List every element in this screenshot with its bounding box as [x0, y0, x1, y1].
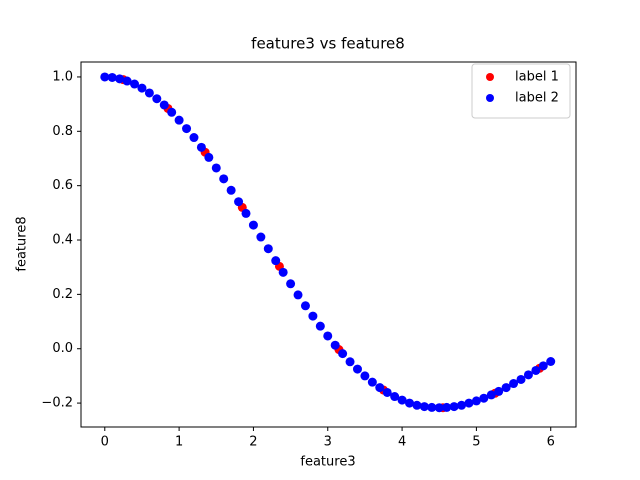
- point: [516, 374, 526, 384]
- point: [152, 94, 162, 104]
- point: [248, 220, 258, 230]
- point: [286, 279, 296, 289]
- legend-label: label 2: [515, 91, 559, 106]
- point: [300, 301, 310, 311]
- point: [167, 107, 177, 117]
- x-tick-label: 1: [175, 435, 183, 450]
- point: [278, 267, 288, 277]
- point: [509, 379, 519, 389]
- point: [107, 72, 117, 82]
- point: [538, 361, 548, 371]
- point: [449, 402, 459, 412]
- point: [360, 371, 370, 381]
- point: [293, 290, 303, 300]
- point: [204, 152, 214, 162]
- point: [464, 398, 474, 408]
- point: [323, 331, 333, 341]
- point: [412, 400, 422, 410]
- plot-frame: [80, 61, 577, 428]
- point: [241, 208, 251, 218]
- point: [189, 133, 199, 143]
- point: [196, 142, 206, 152]
- point: [352, 364, 362, 374]
- point: [130, 79, 140, 89]
- point: [330, 340, 340, 350]
- point: [308, 311, 318, 321]
- point: [271, 256, 281, 266]
- point: [100, 72, 110, 82]
- x-tick-label: 5: [472, 435, 480, 450]
- point: [419, 402, 429, 412]
- point: [367, 377, 377, 387]
- x-axis-label: feature3: [300, 455, 355, 470]
- point: [226, 185, 236, 195]
- y-axis-label: feature8: [15, 216, 30, 271]
- y-tick-label: 0.6: [52, 178, 73, 193]
- point: [405, 398, 415, 408]
- point: [494, 386, 504, 396]
- point: [219, 174, 229, 184]
- point: [345, 357, 355, 367]
- y-tick-label: 1.0: [52, 69, 73, 84]
- point: [144, 88, 154, 98]
- point: [182, 124, 192, 134]
- point: [434, 403, 444, 413]
- point: [375, 383, 385, 393]
- point: [523, 370, 533, 380]
- y-tick-label: −0.2: [41, 396, 73, 411]
- point: [427, 402, 437, 412]
- point: [137, 83, 147, 93]
- point: [115, 74, 125, 84]
- point: [486, 390, 496, 400]
- x-tick-label: 4: [398, 435, 406, 450]
- point: [263, 244, 273, 254]
- point: [390, 392, 400, 402]
- point: [471, 396, 481, 406]
- point: [501, 383, 511, 393]
- point: [315, 321, 325, 331]
- x-tick-label: 2: [249, 435, 257, 450]
- point: [256, 232, 266, 242]
- x-tick-label: 0: [101, 435, 109, 450]
- point: [442, 402, 452, 412]
- y-tick-label: 0.2: [52, 287, 73, 302]
- point: [122, 76, 132, 86]
- point: [397, 395, 407, 405]
- point: [159, 100, 169, 110]
- x-tick-label: 6: [547, 435, 555, 450]
- legend-marker: [486, 94, 494, 102]
- y-tick-label: 0.0: [52, 341, 73, 356]
- point: [211, 163, 221, 173]
- point: [531, 365, 541, 375]
- point: [382, 387, 392, 397]
- legend-label: label 1: [515, 70, 559, 85]
- point: [234, 197, 244, 207]
- point: [338, 349, 348, 359]
- point: [546, 357, 556, 367]
- legend-marker: [486, 73, 494, 81]
- chart-title: feature3 vs feature8: [251, 35, 405, 53]
- point: [479, 393, 489, 403]
- point: [174, 115, 184, 125]
- x-tick-label: 3: [324, 435, 332, 450]
- y-tick-label: 0.8: [52, 124, 73, 139]
- point: [457, 400, 467, 410]
- legend-box: [471, 63, 571, 119]
- y-tick-label: 0.4: [52, 233, 73, 248]
